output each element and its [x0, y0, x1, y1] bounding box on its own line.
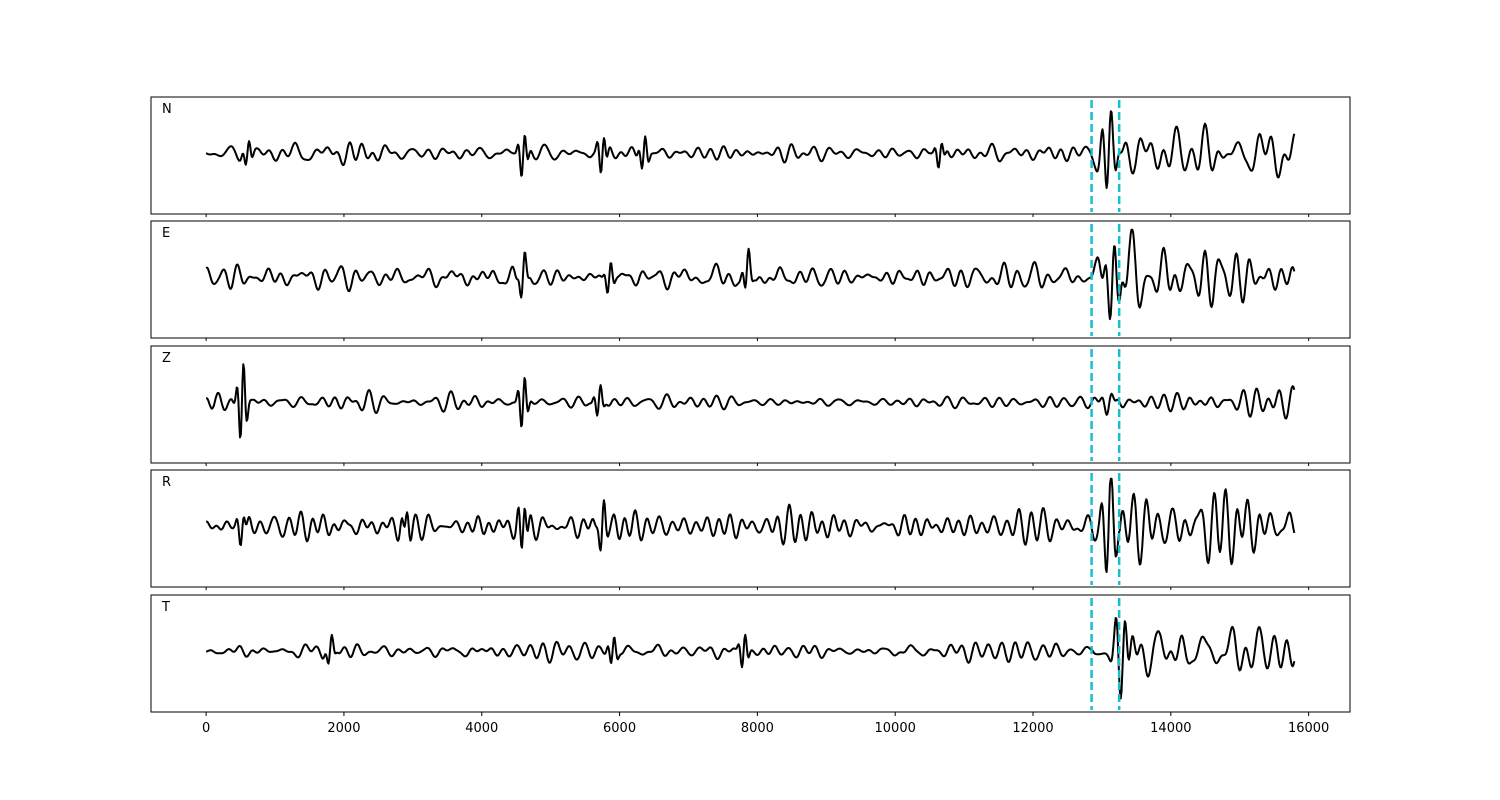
panel-frame	[150, 345, 1351, 464]
panel-z: Z	[150, 345, 1351, 466]
x-axis: 0 2000 4000 6000 8000 10000 12000 14000 16000	[202, 712, 1329, 736]
panel-frame	[150, 469, 1351, 588]
waveform-trace	[205, 617, 1296, 700]
waveform-trace	[205, 477, 1296, 573]
component-label: T	[161, 600, 170, 615]
component-label: R	[162, 475, 171, 490]
waveform-trace	[205, 228, 1296, 320]
component-label: N	[162, 102, 172, 117]
component-label: Z	[162, 351, 171, 366]
waveform-trace	[206, 363, 1296, 439]
x-tick-label: 0	[202, 721, 210, 736]
x-tick-label: 4000	[465, 721, 498, 736]
x-tick-label: 14000	[1150, 721, 1191, 736]
x-tick-label: 2000	[327, 721, 360, 736]
x-tick-label: 8000	[741, 721, 774, 736]
panels: N E Z R T	[150, 96, 1351, 713]
x-tick-label: 10000	[875, 721, 916, 736]
panel-n: N	[150, 96, 1351, 217]
panel-frame	[150, 594, 1351, 713]
panel-frame	[150, 220, 1351, 339]
component-label: E	[162, 226, 170, 241]
waveform-trace	[205, 110, 1296, 189]
panel-r: R	[150, 469, 1351, 590]
x-tick-label: 12000	[1012, 721, 1053, 736]
panel-t: T	[150, 594, 1351, 713]
panel-e: E	[150, 220, 1351, 341]
x-tick-label: 6000	[603, 721, 636, 736]
x-tick-label: 16000	[1288, 721, 1329, 736]
panel-frame	[150, 96, 1351, 215]
